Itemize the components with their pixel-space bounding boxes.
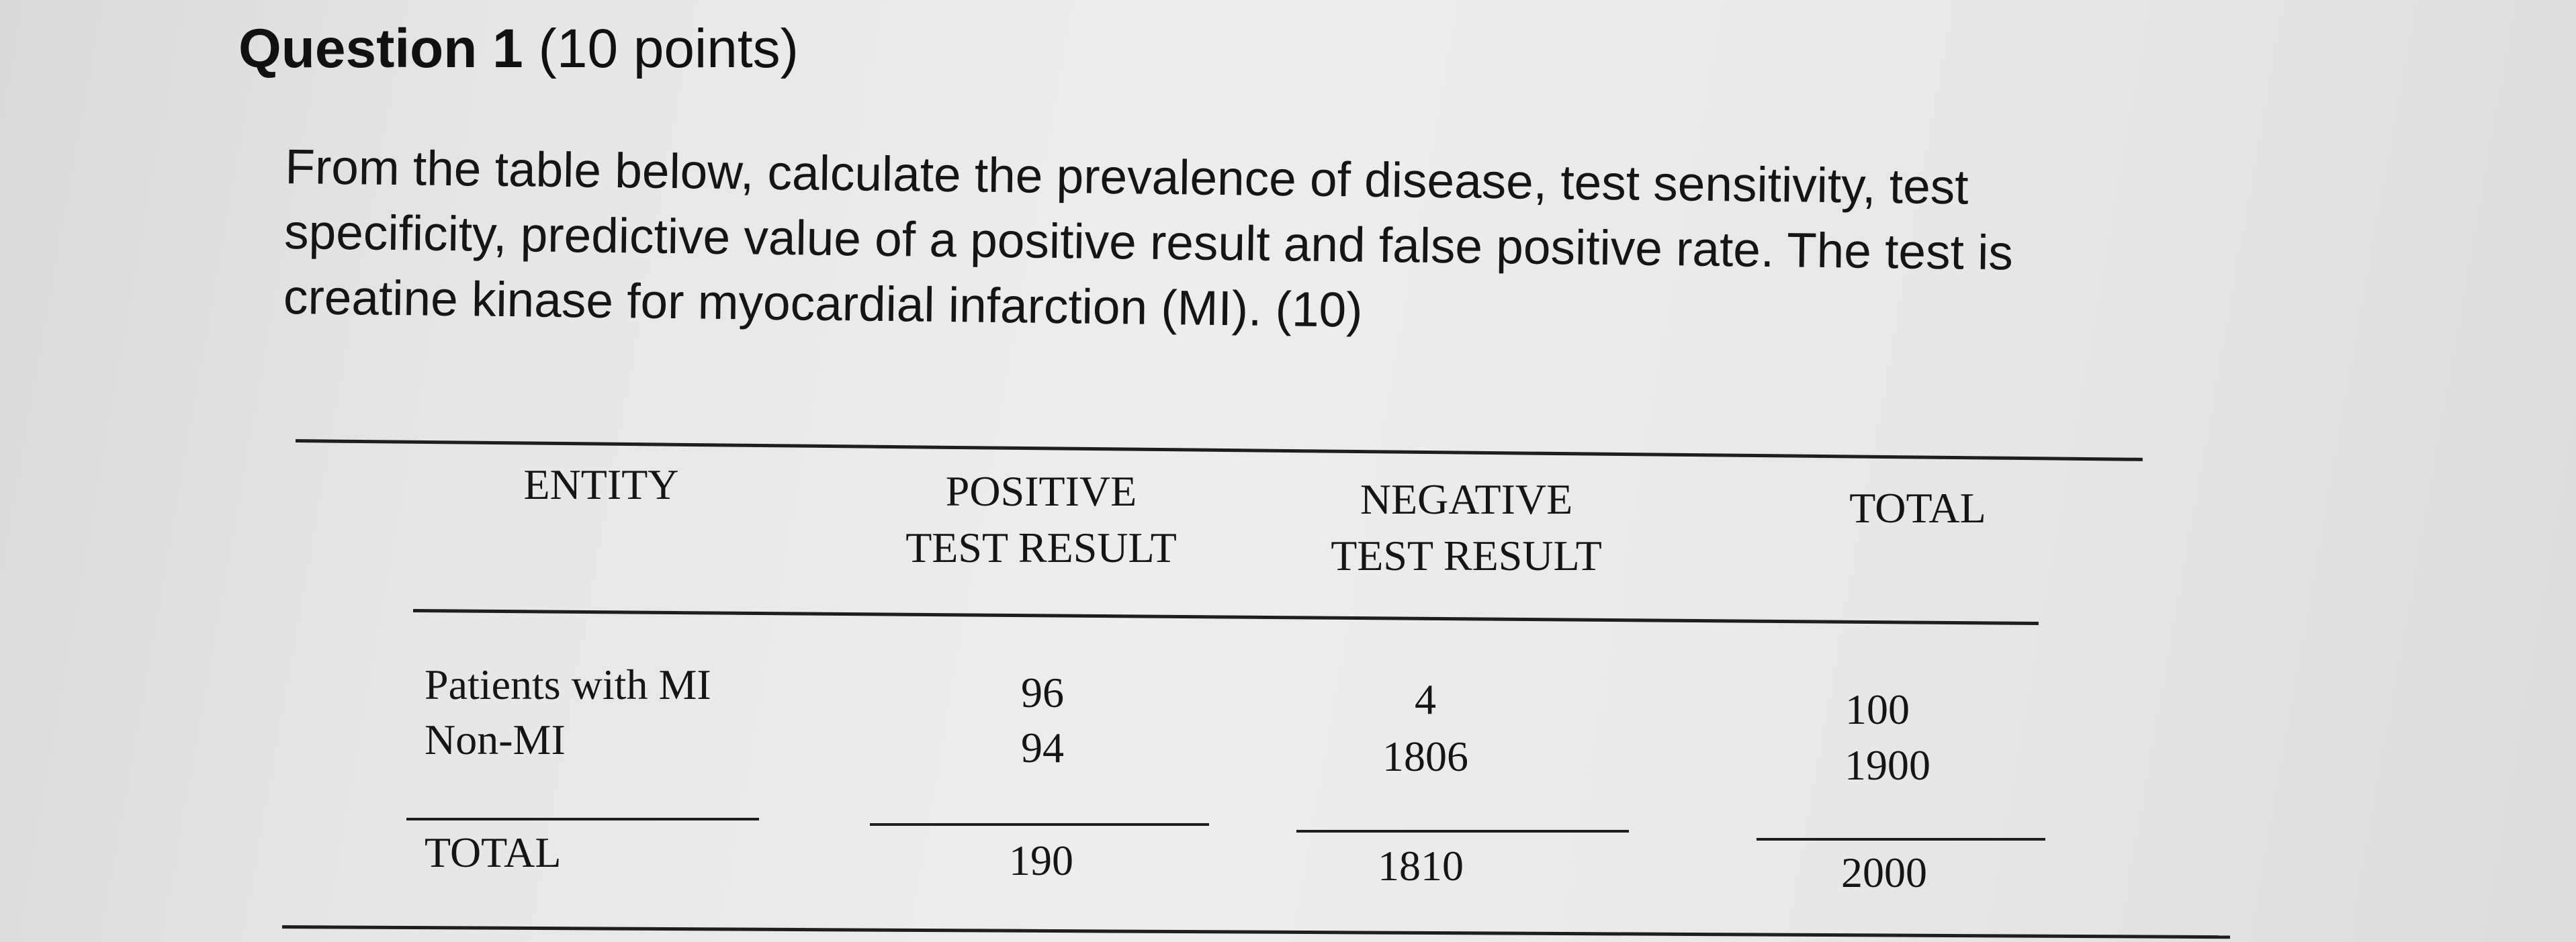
row-mi-negative: 4 [1415,675,1436,723]
table-bottom-rule [281,925,2230,939]
totals-label: TOTAL [425,829,562,876]
row-mi-entity: Patients with MI [425,661,711,708]
header-positive-line-2: TEST RESULT [905,524,1177,571]
row-nonmi-positive: 94 [1021,724,1064,771]
header-bottom-rule [412,609,2039,626]
header-negative: NEGATIVE TEST RESULT [1331,471,1602,584]
question-heading: Question 1 (10 points) [238,21,799,77]
row-mi-positive: 96 [1021,669,1064,716]
question-points: (10 points) [538,18,799,79]
negative-total-rule [1296,830,1629,833]
question-title: Question 1 [238,18,523,79]
table-top-rule [295,439,2143,461]
row-nonmi-entity: Non-MI [425,716,566,763]
positive-total-rule [870,823,1209,826]
totals-negative: 1810 [1378,842,1464,890]
header-entity: ENTITY [523,461,679,508]
header-negative-line-1: NEGATIVE [1360,475,1573,523]
header-total: TOTAL [1849,484,1986,532]
header-negative-line-2: TEST RESULT [1331,532,1602,579]
row-nonmi-negative: 1806 [1382,733,1468,780]
header-positive-line-1: POSITIVE [945,467,1137,515]
row-mi-total: 100 [1845,686,1910,733]
totals-positive: 190 [1009,837,1073,884]
total-column-rule [1757,838,2045,841]
row-nonmi-total: 1900 [1845,741,1930,789]
entity-total-rule [406,818,759,820]
totals-total: 2000 [1841,849,1927,896]
header-positive: POSITIVE TEST RESULT [905,463,1177,576]
